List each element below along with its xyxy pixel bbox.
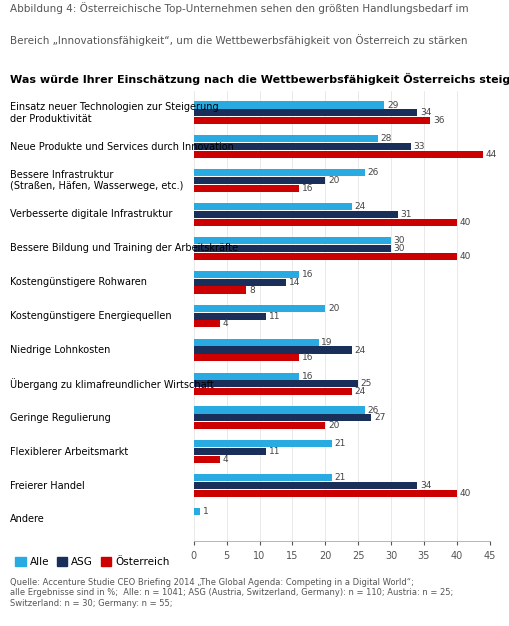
Bar: [193, 279, 285, 286]
Text: Verbesserte digitale Infrastruktur: Verbesserte digitale Infrastruktur: [10, 210, 172, 220]
Text: 40: 40: [459, 489, 470, 498]
Text: 34: 34: [419, 108, 431, 117]
Text: 19: 19: [321, 337, 332, 347]
Text: Niedrige Lohnkosten: Niedrige Lohnkosten: [10, 345, 110, 355]
Text: 30: 30: [393, 244, 404, 253]
Text: 4: 4: [222, 319, 228, 329]
Bar: [193, 482, 416, 489]
Text: Bessere Infrastruktur
(Straßen, Häfen, Wasserwege, etc.): Bessere Infrastruktur (Straßen, Häfen, W…: [10, 170, 183, 192]
Text: 14: 14: [288, 278, 299, 287]
Bar: [193, 422, 325, 429]
Text: Was würde Ihrer Einschätzung nach die Wettbewerbsfähigkeit Österreichs steigern?: Was würde Ihrer Einschätzung nach die We…: [10, 73, 509, 85]
Bar: [193, 508, 200, 515]
Legend: Alle, ASG, Österreich: Alle, ASG, Österreich: [15, 557, 169, 567]
Text: 8: 8: [248, 285, 254, 295]
Text: 20: 20: [327, 304, 338, 313]
Text: 21: 21: [334, 473, 345, 482]
Bar: [193, 372, 298, 380]
Text: Kostengünstigere Rohwaren: Kostengünstigere Rohwaren: [10, 277, 147, 287]
Text: 34: 34: [419, 481, 431, 490]
Text: 24: 24: [353, 346, 365, 354]
Text: 16: 16: [301, 270, 313, 279]
Text: 4: 4: [222, 455, 228, 464]
Bar: [193, 237, 390, 244]
Bar: [193, 110, 416, 116]
Text: 20: 20: [327, 176, 338, 185]
Text: 27: 27: [373, 413, 384, 423]
Text: 11: 11: [268, 447, 279, 456]
Text: Geringe Regulierung: Geringe Regulierung: [10, 413, 111, 423]
Text: 1: 1: [203, 507, 208, 516]
Bar: [193, 381, 357, 387]
Bar: [193, 218, 456, 226]
Text: 29: 29: [386, 101, 398, 110]
Bar: [193, 440, 331, 448]
Text: Abbildung 4: Österreichische Top-Unternehmen sehen den größten Handlungsbedarf i: Abbildung 4: Österreichische Top-Unterne…: [10, 2, 468, 14]
Text: 24: 24: [353, 387, 365, 396]
Text: 20: 20: [327, 421, 338, 430]
Bar: [193, 448, 266, 455]
Text: Quelle: Accenture Studie CEO Briefing 2014 „The Global Agenda: Competing in a Di: Quelle: Accenture Studie CEO Briefing 20…: [10, 578, 453, 608]
Bar: [193, 312, 266, 320]
Text: Neue Produkte und Services durch Innovation: Neue Produkte und Services durch Innovat…: [10, 141, 234, 151]
Text: 40: 40: [459, 218, 470, 227]
Text: 40: 40: [459, 252, 470, 260]
Bar: [193, 305, 325, 312]
Bar: [193, 339, 318, 346]
Bar: [193, 406, 364, 414]
Bar: [193, 143, 410, 150]
Text: 33: 33: [412, 142, 424, 151]
Text: Einsatz neuer Technologien zur Steigerung
der Produktivität: Einsatz neuer Technologien zur Steigerun…: [10, 102, 218, 123]
Text: 31: 31: [400, 210, 411, 219]
Bar: [193, 475, 331, 481]
Bar: [193, 388, 351, 395]
Bar: [193, 456, 220, 463]
Bar: [193, 169, 364, 177]
Bar: [193, 211, 397, 218]
Text: 44: 44: [485, 150, 496, 159]
Text: Freierer Handel: Freierer Handel: [10, 481, 85, 491]
Bar: [193, 177, 325, 184]
Text: Bereich „Innovationsfähigkeit“, um die Wettbewerbsfähigkeit von Österreich zu st: Bereich „Innovationsfähigkeit“, um die W…: [10, 34, 467, 46]
Text: 26: 26: [366, 406, 378, 414]
Text: 36: 36: [432, 116, 444, 125]
Text: 24: 24: [353, 202, 365, 211]
Bar: [193, 287, 246, 294]
Bar: [193, 354, 298, 361]
Bar: [193, 271, 298, 278]
Text: 16: 16: [301, 372, 313, 381]
Bar: [193, 151, 482, 158]
Text: 16: 16: [301, 353, 313, 362]
Bar: [193, 490, 456, 497]
Text: 21: 21: [334, 439, 345, 448]
Text: 30: 30: [393, 236, 404, 245]
Text: Flexiblerer Arbeitsmarkt: Flexiblerer Arbeitsmarkt: [10, 447, 128, 457]
Text: 26: 26: [366, 168, 378, 177]
Text: 16: 16: [301, 184, 313, 193]
Text: 11: 11: [268, 312, 279, 321]
Text: 28: 28: [380, 135, 391, 143]
Bar: [193, 321, 220, 327]
Text: Bessere Bildung und Training der Arbeitskräfte: Bessere Bildung und Training der Arbeits…: [10, 244, 238, 254]
Text: Kostengünstigere Energiequellen: Kostengünstigere Energiequellen: [10, 311, 172, 321]
Text: 25: 25: [360, 379, 372, 388]
Bar: [193, 346, 351, 354]
Bar: [193, 252, 456, 260]
Bar: [193, 117, 430, 124]
Text: Andere: Andere: [10, 515, 45, 525]
Bar: [193, 203, 351, 210]
Bar: [193, 101, 384, 108]
Bar: [193, 414, 371, 421]
Bar: [193, 185, 298, 192]
Text: Übergang zu klimafreundlicher Wirtschaft: Übergang zu klimafreundlicher Wirtschaft: [10, 378, 214, 390]
Bar: [193, 135, 377, 143]
Bar: [193, 245, 390, 252]
